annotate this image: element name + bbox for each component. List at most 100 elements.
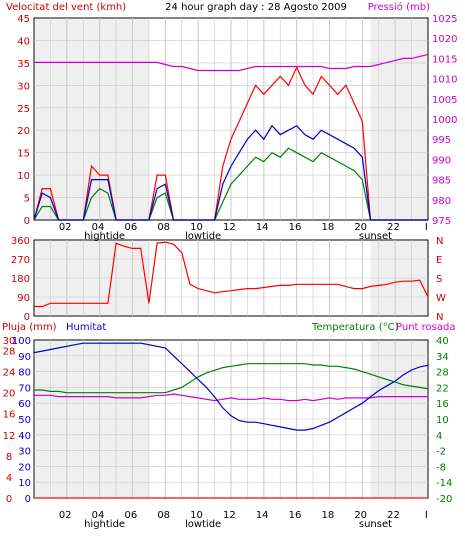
data-series — [33, 53, 429, 499]
humidity-tick-label: 70 — [18, 383, 31, 394]
hour-tick-label: 10 — [190, 510, 203, 521]
rain-tick-label: 8 — [6, 452, 12, 463]
pressure-tick-label: 975 — [432, 216, 451, 227]
night-shade-evening — [370, 19, 427, 219]
temperature-tick-label: 28 — [436, 368, 449, 379]
wind-avg-line — [33, 124, 428, 221]
compass-tick-label: E — [436, 255, 442, 266]
wind-tick-label: 40 — [17, 36, 30, 47]
humidity-tick-label: 40 — [18, 431, 31, 442]
humidity-axis-title: Humitat — [66, 322, 106, 333]
humidity-tick-label: 50 — [18, 415, 31, 426]
wind-tick-label: 25 — [17, 104, 30, 115]
hour-tick-label: 10 — [190, 222, 203, 233]
hightide-marker: hightide — [84, 519, 125, 530]
direction-tick-label: 270 — [11, 255, 30, 266]
humidity-tick-label: 60 — [18, 399, 31, 410]
rain-tick-label: 30 — [3, 336, 16, 347]
hour-tick-label: 20 — [354, 510, 367, 521]
hour-tick-label: 18 — [321, 510, 334, 521]
dewpoint-axis-title: Punt rosada — [396, 322, 455, 333]
direction-tick-label: 360 — [11, 236, 30, 247]
direction-line — [34, 241, 429, 308]
compass-tick-label: W — [436, 293, 446, 304]
pressure-tick-label: 1020 — [432, 34, 457, 45]
hour-tick-label: 16 — [289, 510, 302, 521]
dewpoint-line — [34, 393, 428, 402]
wind-gust-line — [33, 65, 428, 221]
hour-tick-label: 20 — [354, 222, 367, 233]
wind-axis-title: Velocitat del vent (kmh) — [6, 2, 126, 13]
hour-tick-label: I — [425, 222, 428, 233]
hour-tick-label: 02 — [59, 510, 72, 521]
pressure-tick-label: 1005 — [432, 95, 457, 106]
compass-tick-label: N — [436, 312, 443, 323]
direction-tick-label: 180 — [11, 274, 30, 285]
hour-tick-label: 14 — [256, 510, 269, 521]
pressure-tick-label: 995 — [432, 135, 451, 146]
wind-tick-label: 5 — [24, 194, 30, 205]
humidity-tick-label: 90 — [18, 352, 31, 363]
wind-tick-label: 30 — [17, 81, 30, 92]
temperature-tick-label: -8 — [436, 462, 446, 473]
rain-axis-title: Pluja (mm) — [2, 322, 57, 333]
temperature-line — [34, 363, 429, 394]
wind-tick-label: 35 — [17, 59, 30, 70]
hour-tick-label: 08 — [157, 222, 170, 233]
rain-tick-label: 4 — [6, 473, 12, 484]
hour-tick-label: 02 — [59, 222, 72, 233]
hour-tick-label: I — [425, 510, 428, 521]
hour-tick-label: 14 — [256, 222, 269, 233]
direction-tick-label: 0 — [24, 312, 30, 323]
temperature-tick-label: 40 — [436, 336, 449, 347]
hour-tick-label: 18 — [321, 222, 334, 233]
hour-tick-label: 06 — [124, 222, 137, 233]
temperature-axis-title: Temperatura (°C) — [311, 322, 399, 333]
rain-tick-label: 16 — [3, 410, 16, 421]
pressure-line — [34, 53, 429, 72]
humidity-line — [33, 342, 429, 431]
temperature-tick-label: 10 — [436, 415, 449, 426]
temperature-tick-label: 4 — [436, 431, 442, 442]
humidity-tick-label: 80 — [18, 368, 31, 379]
sunset-marker: sunset — [359, 519, 392, 530]
hour-tick-label: 12 — [223, 222, 236, 233]
pressure-tick-label: 985 — [432, 176, 451, 187]
night-shade-morning — [35, 19, 149, 219]
humidity-tick-label: 20 — [18, 462, 31, 473]
humidity-tick-label: 100 — [12, 336, 31, 347]
temperature-tick-label: -20 — [436, 494, 452, 505]
rain-tick-label: 20 — [3, 389, 16, 400]
temperature-tick-label: 34 — [436, 352, 449, 363]
pressure-tick-label: 1025 — [432, 14, 457, 25]
graph-title: 24 hour graph day : 28 Agosto 2009 — [165, 2, 347, 13]
temperature-tick-label: -2 — [436, 447, 446, 458]
hour-tick-label: 22 — [387, 222, 400, 233]
wind-tick-label: 10 — [17, 171, 30, 182]
tick-labels: 0510152025303540459759809859909951000100… — [3, 14, 458, 530]
hour-tick-label: 04 — [92, 510, 105, 521]
hightide-marker: hightide — [84, 231, 125, 242]
rain-tick-label: 28 — [3, 347, 16, 358]
temperature-tick-label: 22 — [436, 383, 449, 394]
compass-tick-label: N — [436, 236, 443, 247]
hour-tick-label: 06 — [124, 510, 137, 521]
humidity-tick-label: 10 — [18, 478, 31, 489]
hour-tick-label: 16 — [289, 222, 302, 233]
hour-tick-label: 12 — [223, 510, 236, 521]
wind-tick-label: 15 — [17, 149, 30, 160]
wind-tick-label: 45 — [17, 14, 30, 25]
lowtide-marker: lowtide — [185, 519, 221, 530]
rain-tick-label: 0 — [6, 494, 12, 505]
rain-tick-label: 12 — [3, 431, 16, 442]
pressure-tick-label: 980 — [432, 196, 451, 207]
temperature-tick-label: -14 — [436, 478, 452, 489]
hour-tick-label: 04 — [92, 222, 105, 233]
pressure-axis-title: Pressió (mb) — [368, 1, 430, 13]
lowtide-marker: lowtide — [185, 231, 221, 242]
humidity-tick-label: 0 — [25, 494, 31, 505]
rain-tick-label: 24 — [3, 368, 16, 379]
pressure-tick-label: 1010 — [432, 75, 457, 86]
wind-tick-label: 20 — [17, 126, 30, 137]
